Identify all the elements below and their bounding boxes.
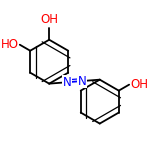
Text: OH: OH	[130, 78, 148, 91]
Text: N: N	[63, 76, 71, 89]
Text: OH: OH	[40, 14, 58, 26]
Text: N: N	[78, 75, 86, 88]
Text: HO: HO	[0, 38, 18, 51]
